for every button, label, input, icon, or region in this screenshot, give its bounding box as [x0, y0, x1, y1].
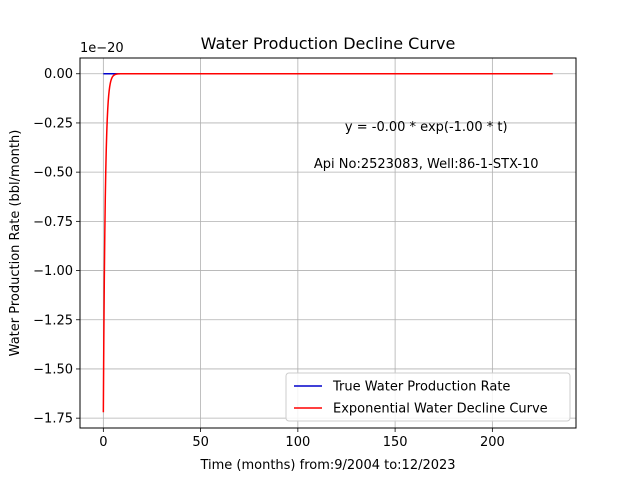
- y-tick-label: −1.00: [33, 264, 73, 279]
- legend: True Water Production Rate Exponential Wa…: [285, 372, 571, 422]
- x-tick-label: 100: [285, 435, 310, 450]
- x-tick-label: 200: [480, 435, 505, 450]
- y-tick-label: −0.25: [33, 116, 73, 131]
- series-line-1: [102, 72, 553, 413]
- series-layer: [102, 72, 553, 413]
- x-tick-label: 0: [99, 435, 107, 450]
- annotation-1: Api No:2523083, Well:86-1-STX-10: [314, 157, 539, 172]
- y-tick-label: −1.50: [33, 362, 73, 377]
- legend-box: [285, 372, 571, 422]
- x-axis-label: Time (months) from:9/2004 to:12/2023: [199, 458, 455, 473]
- y-offset-label: 1e−20: [80, 41, 124, 56]
- y-axis-label: Water Production Rate (bbl/month): [8, 130, 23, 357]
- legend-label-1: Exponential Water Decline Curve: [333, 402, 548, 417]
- x-tick-label: 50: [192, 435, 209, 450]
- annotation-0: y = -0.00 * exp(-1.00 * t): [345, 120, 508, 135]
- y-tick-label: −0.50: [33, 166, 73, 181]
- annotations: y = -0.00 * exp(-1.00 * t) Api No:2523083…: [314, 120, 539, 172]
- y-tick-label: −1.75: [33, 412, 73, 427]
- y-tick-label: −0.75: [33, 215, 73, 230]
- legend-label-0: True Water Production Rate: [332, 380, 510, 395]
- y-tick-label: 0.00: [44, 67, 73, 82]
- y-tick-label: −1.25: [33, 313, 73, 328]
- axis-ticks: 0 50 100 150 200 0.00 −0.25 −0.50 −0.75 −1.00 −1.2…: [33, 67, 505, 450]
- x-tick-label: 150: [383, 435, 408, 450]
- plot-frame: [79, 57, 577, 429]
- chart-title: Water Production Decline Curve: [201, 34, 456, 53]
